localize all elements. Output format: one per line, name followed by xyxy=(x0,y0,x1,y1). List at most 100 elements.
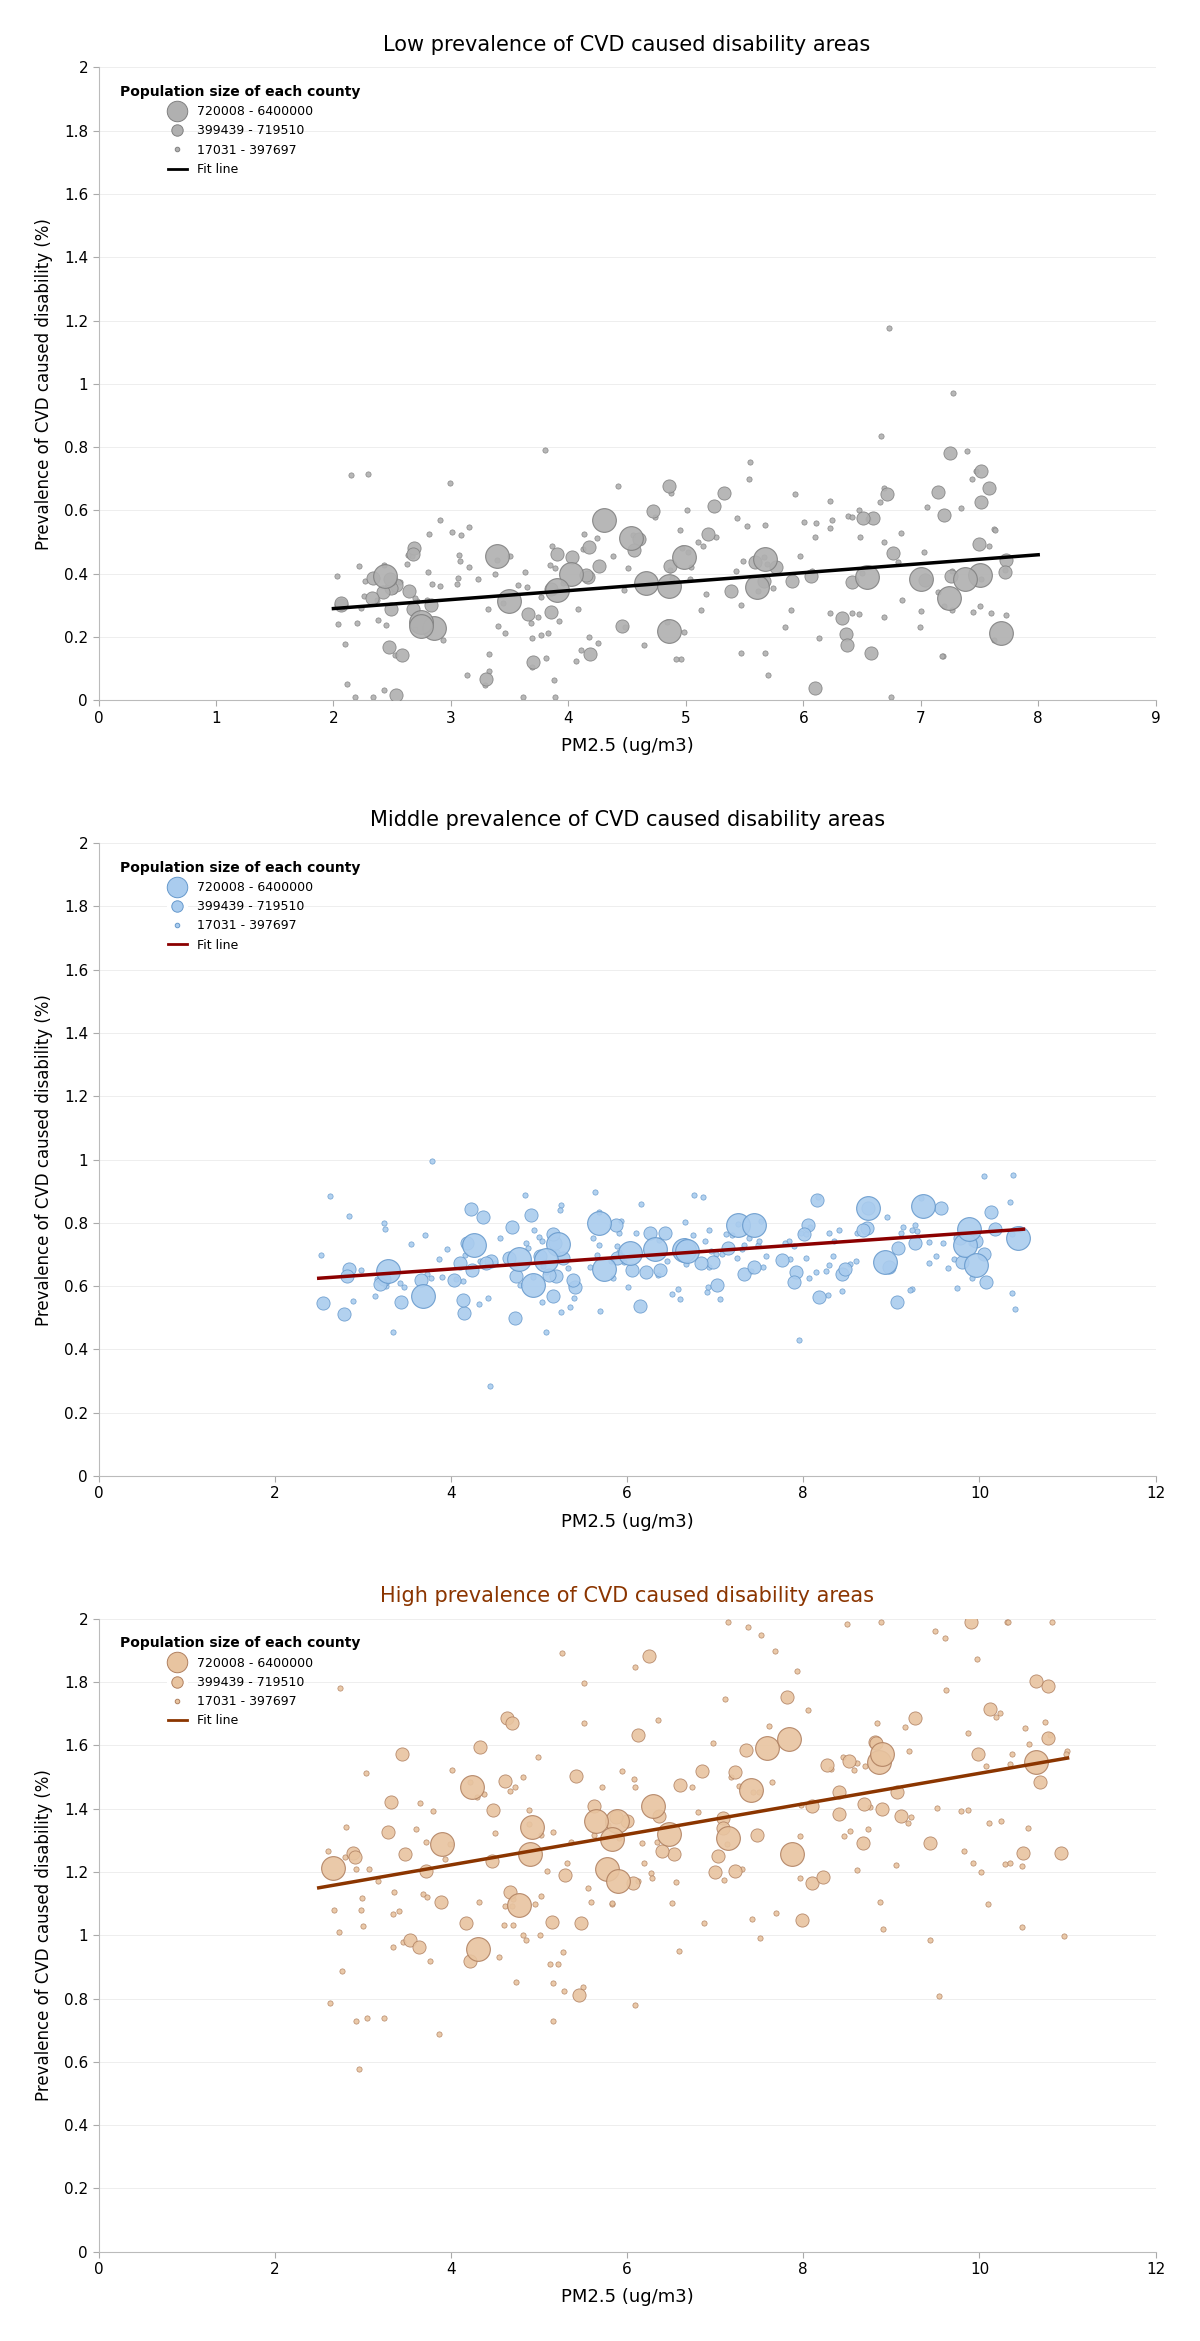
Point xyxy=(416,1824,436,1861)
Point xyxy=(629,1863,648,1901)
Point xyxy=(745,543,764,581)
Point xyxy=(479,1281,498,1318)
Point xyxy=(785,1227,804,1264)
Point xyxy=(386,567,406,604)
Point xyxy=(475,667,494,705)
Point xyxy=(738,508,757,545)
Point xyxy=(1001,1182,1020,1220)
Point xyxy=(521,1196,540,1234)
Point xyxy=(374,672,394,709)
Point xyxy=(661,548,680,585)
Point xyxy=(338,665,358,702)
Point xyxy=(608,1863,628,1901)
Point xyxy=(520,1805,539,1842)
Point xyxy=(744,1774,763,1812)
Point xyxy=(818,1245,838,1283)
Point xyxy=(766,548,785,585)
Point xyxy=(880,309,899,346)
Point xyxy=(502,1887,521,1924)
Point xyxy=(523,1266,542,1304)
Point xyxy=(464,1227,484,1264)
Point xyxy=(895,1709,914,1746)
Point xyxy=(631,1185,650,1222)
Point xyxy=(488,609,508,646)
Point xyxy=(398,536,418,574)
Point xyxy=(664,1835,683,1873)
Title: High prevalence of CVD caused disability areas: High prevalence of CVD caused disability… xyxy=(380,1587,874,1606)
Point xyxy=(320,1983,340,2020)
Point xyxy=(974,1236,994,1274)
Point xyxy=(590,1292,610,1330)
Point xyxy=(352,1892,371,1929)
Point xyxy=(379,1252,398,1290)
Point xyxy=(653,1833,672,1870)
Point xyxy=(491,1220,510,1257)
Point xyxy=(964,592,983,630)
Point xyxy=(676,1203,695,1241)
Point xyxy=(722,1217,742,1255)
Point xyxy=(780,1721,799,1758)
Point xyxy=(750,1772,769,1810)
Point xyxy=(540,545,559,583)
Point xyxy=(875,522,894,559)
Point xyxy=(1043,1604,1062,1641)
Point xyxy=(775,1224,794,1262)
Point xyxy=(750,1222,769,1259)
Point xyxy=(1015,1709,1034,1746)
Point xyxy=(502,1704,521,1742)
Point xyxy=(803,552,822,590)
Point xyxy=(422,1793,442,1831)
Point xyxy=(748,1817,767,1854)
Point xyxy=(805,517,824,555)
Point xyxy=(982,1194,1001,1231)
Point xyxy=(911,559,930,597)
Point xyxy=(660,550,679,588)
Point xyxy=(626,1215,646,1252)
Point xyxy=(980,1690,1000,1728)
Point xyxy=(941,435,960,473)
Point xyxy=(336,1810,355,1847)
Point xyxy=(744,1248,763,1285)
Point xyxy=(332,1952,352,1990)
Point xyxy=(850,595,869,632)
Point xyxy=(740,442,760,480)
Point xyxy=(533,1222,552,1259)
Point xyxy=(631,1288,650,1325)
Point xyxy=(1020,1725,1039,1763)
Point xyxy=(677,1245,696,1283)
Point xyxy=(816,1252,835,1290)
Point xyxy=(576,557,595,595)
Point xyxy=(655,1215,674,1252)
Point xyxy=(521,1835,540,1873)
Point xyxy=(689,522,708,559)
Point xyxy=(1009,1220,1028,1257)
Point xyxy=(547,536,566,574)
Point xyxy=(714,1861,733,1899)
Point xyxy=(662,1885,682,1922)
Point xyxy=(404,529,424,567)
Point xyxy=(842,564,862,602)
Point xyxy=(668,1271,688,1309)
Point xyxy=(887,1847,906,1885)
Point xyxy=(852,555,871,592)
Point xyxy=(562,555,581,592)
Point xyxy=(840,1812,859,1849)
Point xyxy=(610,1234,629,1271)
Point xyxy=(966,452,985,489)
Point xyxy=(876,1243,895,1281)
Point xyxy=(888,1772,907,1810)
Point xyxy=(1014,1835,1033,1873)
Point xyxy=(838,1606,857,1643)
Point xyxy=(486,555,505,592)
Point xyxy=(509,567,528,604)
Point xyxy=(940,581,959,618)
Point xyxy=(462,1767,481,1805)
Point xyxy=(572,1906,592,1943)
Point xyxy=(809,1178,828,1215)
Point xyxy=(524,1210,544,1248)
Point xyxy=(614,571,634,609)
Point xyxy=(450,536,469,574)
Point xyxy=(716,1215,736,1252)
Point xyxy=(526,1885,545,1922)
Point xyxy=(1003,1156,1022,1194)
